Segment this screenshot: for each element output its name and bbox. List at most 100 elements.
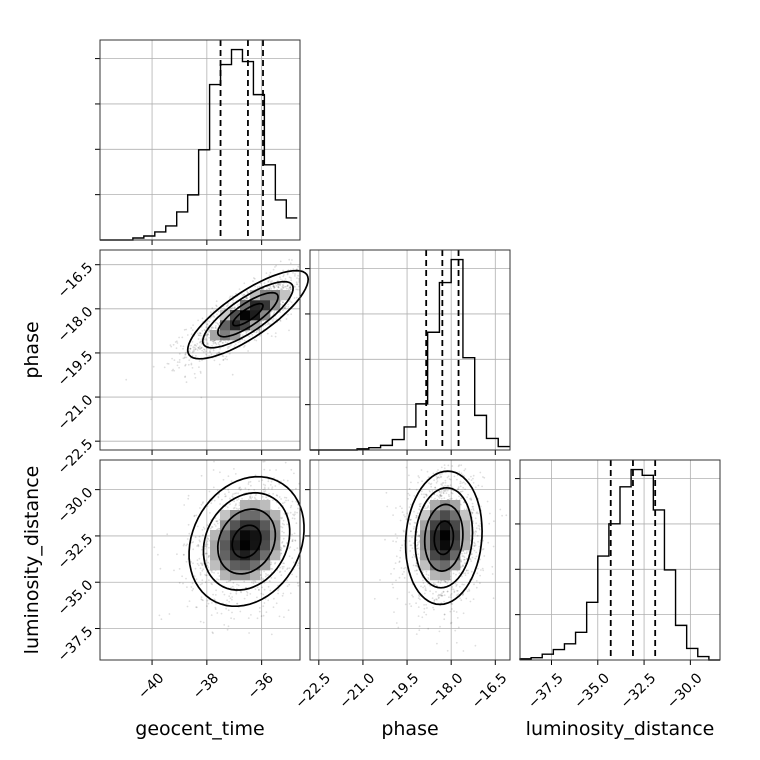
scatter-point — [255, 339, 258, 342]
scatter-point — [265, 272, 268, 275]
scatter-point — [419, 502, 422, 505]
scatter-point — [417, 547, 419, 550]
scatter-point — [198, 360, 201, 362]
scatter-point — [279, 276, 281, 279]
scatter-point — [473, 583, 475, 586]
scatter-point — [262, 614, 265, 617]
scatter-point — [265, 496, 268, 499]
scatter-point — [425, 507, 428, 509]
scatter-point — [283, 523, 285, 526]
scatter-point — [199, 348, 201, 350]
scatter-point — [194, 536, 197, 539]
scatter-point — [287, 303, 289, 306]
scatter-point — [411, 556, 414, 559]
scatter-point — [262, 319, 264, 322]
scatter-point — [183, 504, 186, 506]
scatter-point — [183, 357, 186, 359]
scatter-point — [441, 592, 443, 595]
scatter-point — [258, 588, 260, 591]
scatter-point — [211, 345, 213, 347]
scatter-point — [229, 592, 232, 595]
scatter-point — [463, 469, 466, 472]
scatter-point — [420, 469, 423, 471]
scatter-point — [296, 288, 299, 291]
scatter-point — [237, 492, 240, 495]
scatter-point — [195, 345, 198, 347]
scatter-point — [200, 341, 203, 344]
scatter-point — [175, 347, 178, 350]
scatter-point — [470, 570, 473, 573]
scatter-point — [473, 541, 476, 544]
scatter-point — [272, 268, 275, 271]
scatter-point — [489, 512, 491, 515]
scatter-point — [464, 488, 466, 491]
scatter-point — [184, 363, 187, 366]
scatter-point — [410, 481, 412, 484]
scatter-point — [294, 273, 296, 275]
scatter-point — [229, 295, 232, 298]
scatter-point — [218, 493, 220, 496]
scatter-point — [446, 590, 449, 593]
scatter-point — [294, 275, 296, 277]
scatter-point — [272, 320, 274, 322]
scatter-point — [205, 574, 208, 577]
scatter-point — [472, 507, 475, 510]
scatter-point — [194, 348, 197, 350]
scatter-point — [430, 496, 433, 499]
scatter-point — [241, 338, 244, 341]
scatter-point — [438, 491, 441, 493]
scatter-point — [283, 544, 285, 547]
scatter-point — [439, 593, 442, 596]
scatter-point — [288, 286, 291, 289]
scatter-point — [463, 552, 466, 555]
scatter-point — [295, 283, 298, 286]
scatter-point — [230, 344, 232, 346]
scatter-point — [248, 632, 251, 634]
scatter-point — [208, 539, 211, 542]
scatter-point — [198, 535, 201, 538]
scatter-point — [444, 580, 447, 583]
scatter-point — [213, 359, 216, 362]
scatter-point — [435, 481, 438, 484]
scatter-point — [481, 548, 484, 551]
scatter-point — [207, 538, 210, 541]
scatter-point — [197, 564, 200, 567]
density-cell — [460, 540, 471, 551]
scatter-point — [432, 582, 435, 585]
scatter-point — [456, 478, 458, 481]
scatter-point — [473, 531, 475, 534]
scatter-point — [193, 346, 196, 349]
scatter-point — [420, 585, 422, 588]
scatter-point — [408, 540, 411, 542]
scatter-point — [243, 298, 245, 301]
scatter-point — [233, 306, 236, 309]
scatter-point — [280, 549, 283, 552]
scatter-point — [226, 304, 229, 307]
scatter-point — [400, 567, 403, 569]
scatter-point — [277, 592, 279, 595]
scatter-point — [461, 575, 463, 578]
scatter-point — [446, 582, 449, 584]
scatter-point — [486, 500, 489, 503]
scatter-point — [209, 351, 212, 354]
scatter-point — [196, 349, 199, 351]
scatter-point — [199, 572, 202, 574]
density-cell — [430, 510, 441, 521]
scatter-point — [479, 471, 482, 474]
scatter-point — [433, 599, 436, 601]
scatter-point — [277, 283, 279, 285]
density-cell — [430, 500, 441, 511]
scatter-point — [263, 282, 266, 284]
scatter-point — [231, 495, 234, 498]
scatter-point — [214, 342, 217, 344]
scatter-point — [270, 633, 273, 636]
scatter-point — [424, 589, 427, 591]
scatter-point — [414, 522, 417, 524]
scatter-point — [476, 511, 478, 514]
scatter-point — [200, 562, 203, 565]
density-cell — [460, 510, 471, 521]
scatter-point — [284, 306, 287, 309]
y-tick-label: −30.0 — [55, 485, 97, 527]
x-tick-label: −21.0 — [337, 670, 379, 712]
scatter-point — [282, 283, 284, 286]
